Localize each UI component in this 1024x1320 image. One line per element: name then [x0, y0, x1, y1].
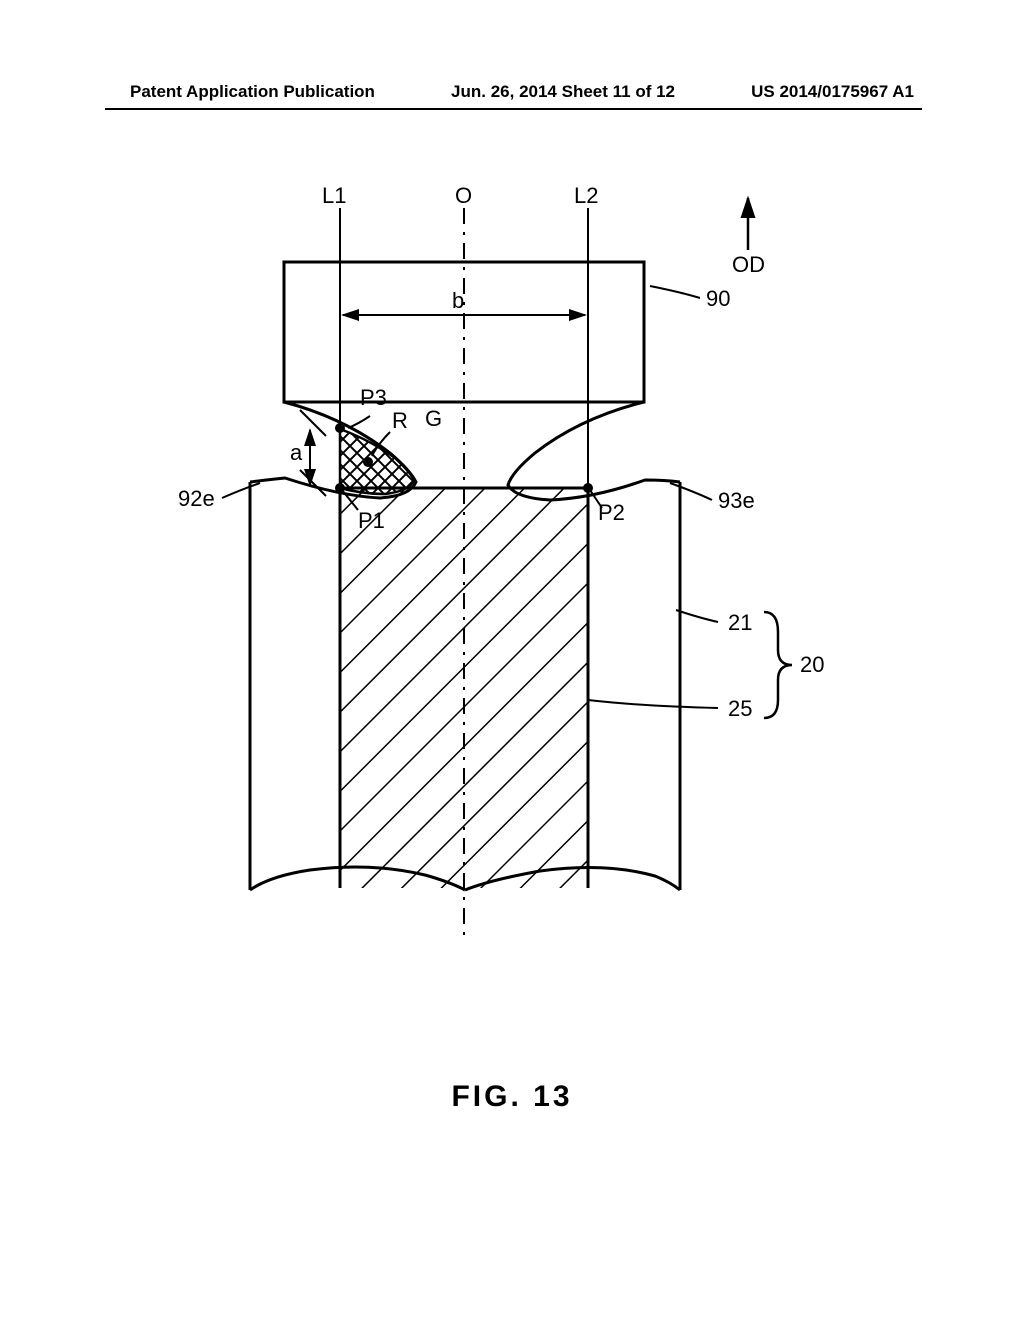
label-l2: L2	[574, 183, 598, 209]
figure-svg	[0, 180, 1024, 1080]
label-od: OD	[732, 252, 765, 278]
figure-caption: FIG. 13	[0, 1080, 1024, 1114]
brace-20	[764, 612, 792, 718]
label-21: 21	[728, 610, 752, 636]
header-rule	[105, 108, 922, 110]
leader-90	[650, 286, 700, 298]
electrode-93e-top	[508, 402, 680, 500]
leader-p3	[348, 416, 370, 428]
gap-region-g	[340, 429, 414, 494]
point-r	[363, 457, 373, 467]
header-right: US 2014/0175967 A1	[751, 82, 914, 102]
label-90: 90	[706, 286, 730, 312]
label-o: O	[455, 183, 472, 209]
leader-93e	[670, 483, 712, 500]
figure-13: L1 O L2 OD b a P3 R G P1 P2 90 92e 93e 2…	[0, 180, 1024, 1080]
label-93e: 93e	[718, 488, 755, 514]
point-p3	[335, 423, 345, 433]
label-g: G	[425, 406, 442, 432]
label-b: b	[452, 288, 464, 314]
label-25: 25	[728, 696, 752, 722]
label-p1: P1	[358, 508, 385, 534]
page-header: Patent Application Publication Jun. 26, …	[0, 82, 1024, 102]
leader-92e	[222, 483, 260, 498]
label-20: 20	[800, 652, 824, 678]
label-p2: P2	[598, 500, 625, 526]
label-a: a	[290, 440, 302, 466]
leader-25	[588, 700, 718, 708]
header-center: Jun. 26, 2014 Sheet 11 of 12	[451, 82, 675, 102]
header-left: Patent Application Publication	[130, 82, 375, 102]
label-r: R	[392, 408, 408, 434]
leader-21	[676, 610, 718, 622]
label-p3: P3	[360, 385, 387, 411]
label-l1: L1	[322, 183, 346, 209]
label-92e: 92e	[178, 486, 215, 512]
